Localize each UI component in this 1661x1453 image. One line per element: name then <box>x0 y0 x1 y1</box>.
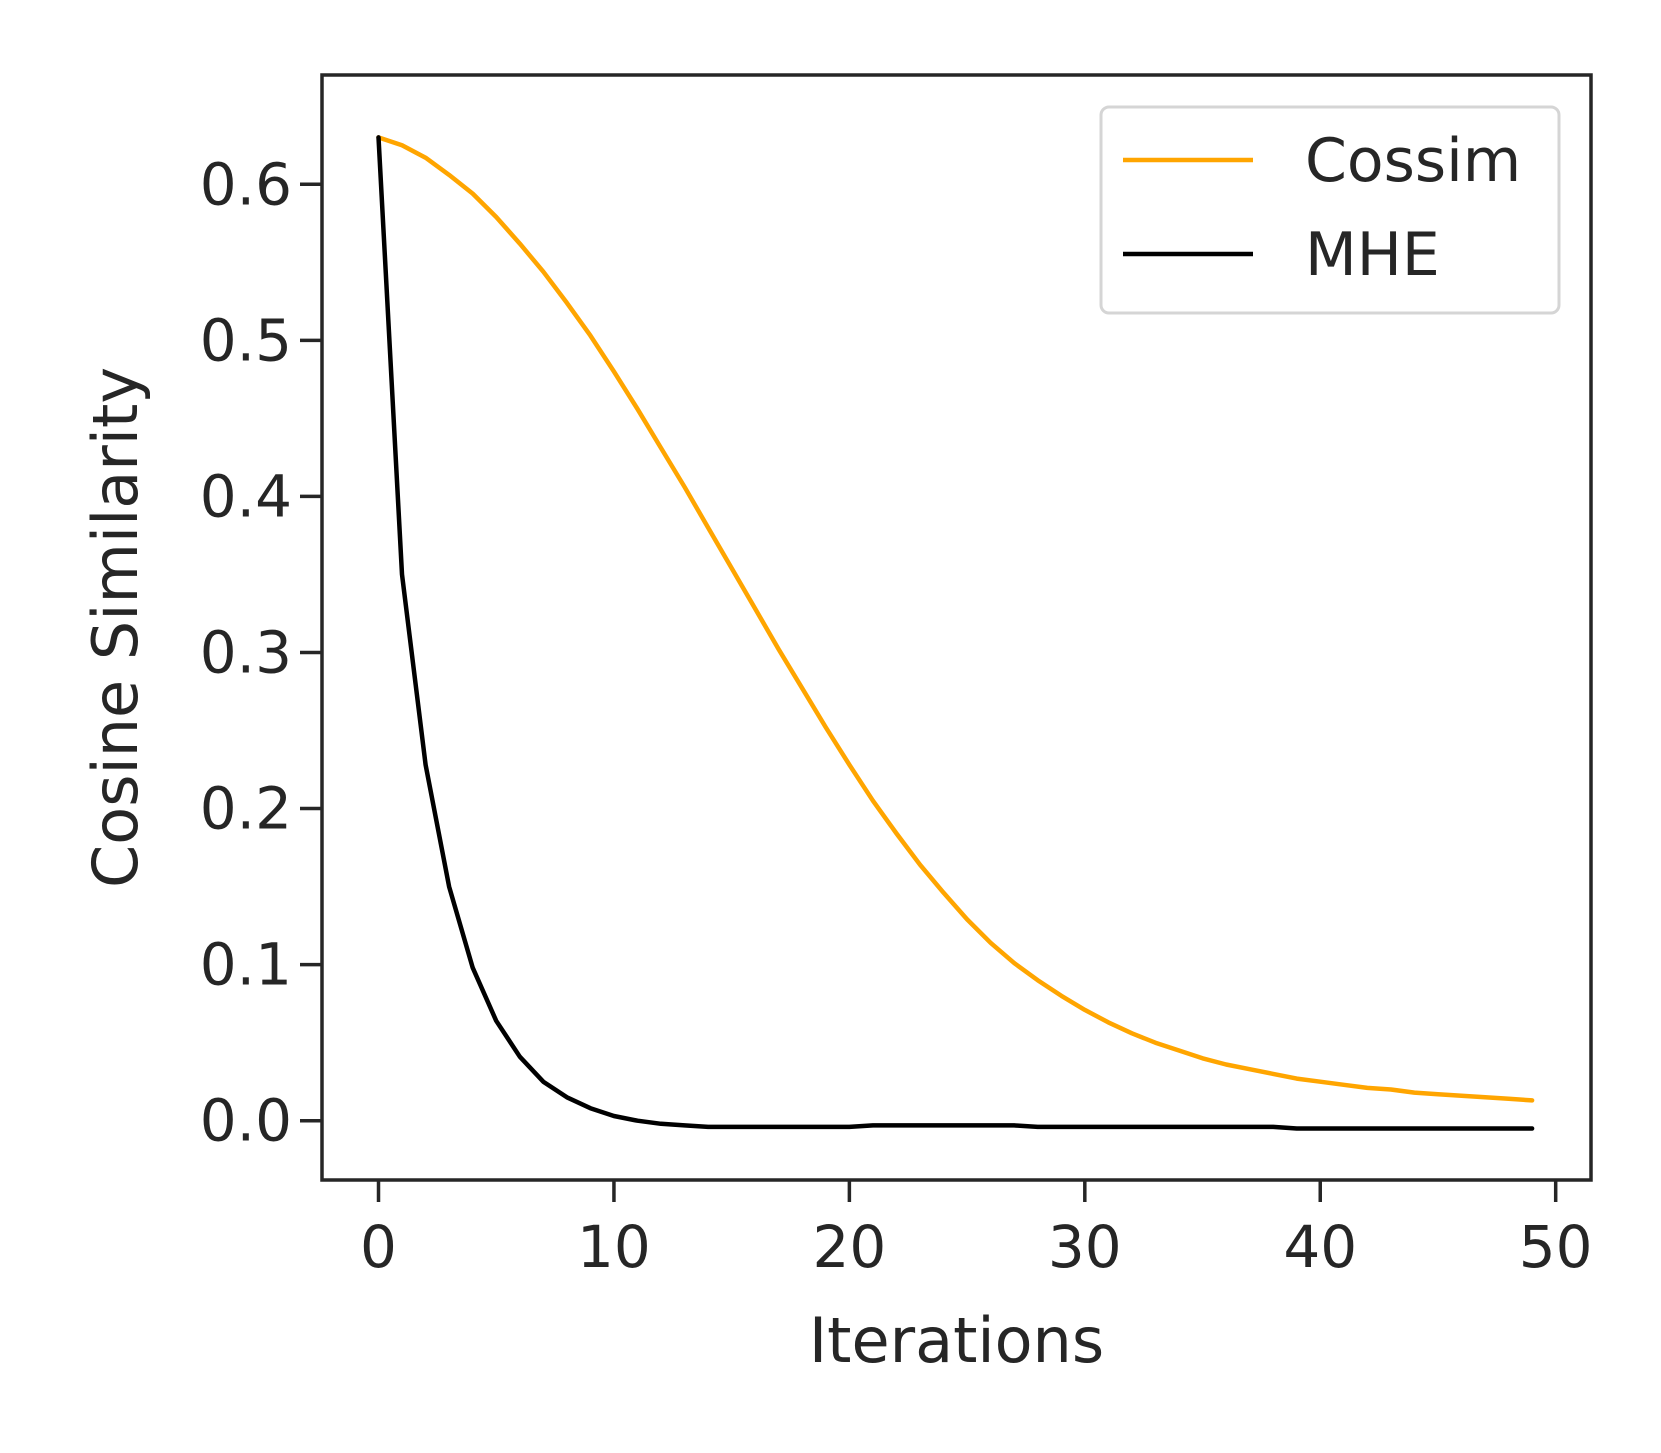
y-tick-label: 0.2 <box>200 775 292 843</box>
x-tick-label: 10 <box>577 1213 651 1281</box>
legend: Cossim MHE <box>1099 105 1561 315</box>
y-tick-label: 0.4 <box>200 462 292 530</box>
y-tick-label: 0.3 <box>200 618 292 686</box>
series-line-cossim <box>376 135 1535 1103</box>
x-tick-label: 40 <box>1283 1213 1357 1281</box>
axes-frame <box>320 73 1593 1182</box>
x-axis-ticks: 0 10 20 30 40 50 <box>360 1180 1593 1281</box>
y-tick-label: 0.6 <box>200 150 292 218</box>
y-tick-label: 0.5 <box>200 306 292 374</box>
x-tick-label: 50 <box>1519 1213 1593 1281</box>
series-line-mhe <box>376 135 1535 1131</box>
y-axis-ticks: 0.0 0.1 0.2 0.3 0.4 0.5 0.6 <box>200 150 322 1155</box>
x-tick-label: 0 <box>360 1213 397 1281</box>
series-lines <box>376 135 1535 1131</box>
x-tick-label: 30 <box>1048 1213 1122 1281</box>
x-tick-label: 20 <box>812 1213 886 1281</box>
x-axis-label: Iterations <box>809 1304 1104 1377</box>
y-tick-label: 0.1 <box>200 931 292 999</box>
legend-label-cossim: Cossim <box>1305 126 1521 196</box>
legend-label-mhe: MHE <box>1305 220 1440 290</box>
y-axis-label: Cosine Similarity <box>79 367 152 888</box>
y-tick-label: 0.0 <box>200 1087 292 1155</box>
